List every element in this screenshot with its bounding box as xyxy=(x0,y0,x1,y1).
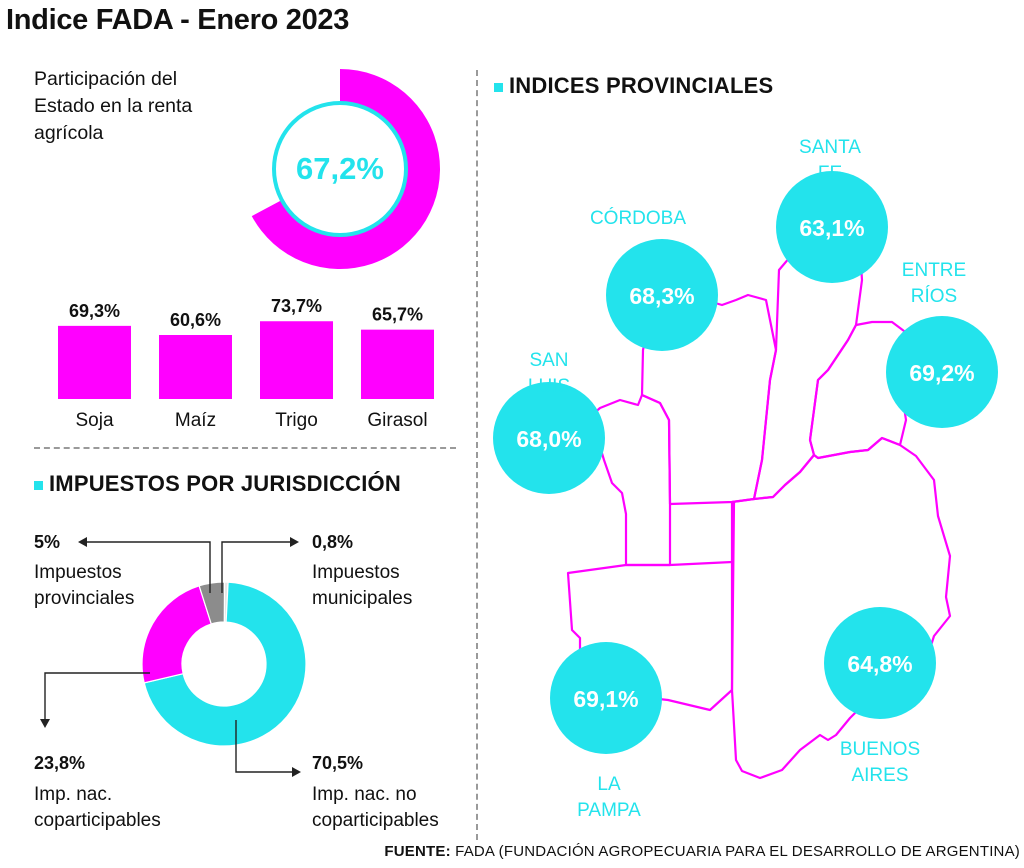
coparticipables-pct: 23,8% xyxy=(34,753,86,773)
share-inner-circle xyxy=(272,101,408,237)
la-pampa-border xyxy=(566,500,736,712)
tax-slices xyxy=(141,581,307,747)
province-circle xyxy=(886,316,998,428)
province-value: 68,0% xyxy=(516,426,581,452)
crop-bar xyxy=(260,321,333,399)
coparticipables-label: Imp. nac. coparticipables xyxy=(34,784,161,831)
province-circle xyxy=(550,642,662,754)
province-circle xyxy=(606,239,718,351)
leader-arrowheads xyxy=(40,537,301,777)
province-circles: 68,3% CÓRDOBA 63,1% SANTA FE 69,2% ENTRE RÍOS 68… xyxy=(493,137,998,821)
province-value: 68,3% xyxy=(629,283,694,309)
no-coparticipables-pct: 70,5% xyxy=(312,753,364,773)
crop-bar xyxy=(159,335,232,399)
leader-no-coparticipables xyxy=(235,720,296,773)
crop-bar-value: 65,7% xyxy=(372,305,423,325)
municipal-pct: 0,8% xyxy=(312,532,354,552)
horizontal-divider xyxy=(34,447,456,449)
crop-bar xyxy=(361,329,434,399)
bullet-square-icon xyxy=(34,480,43,490)
province-name: RÍOS xyxy=(911,286,957,307)
province-name: BUENOS xyxy=(840,739,920,760)
province-name: LA xyxy=(597,774,621,795)
san-luis-border xyxy=(590,393,672,567)
province-value: 69,1% xyxy=(573,686,638,712)
source-note: FUENTE: FADA (FUNDACIÓN AGROPECUARIA PAR… xyxy=(384,843,1020,860)
share-donut: 67,2% xyxy=(251,69,440,269)
crop-bar-category: Trigo xyxy=(275,410,318,431)
crop-bar-value: 60,6% xyxy=(170,310,221,330)
share-label: Participación del Estado en la renta agr… xyxy=(34,68,193,144)
province-name: LUIS xyxy=(528,376,570,397)
province-name: FE xyxy=(818,163,842,184)
provinces-map: 68,3% CÓRDOBA 63,1% SANTA FE 69,2% ENTRE RÍOS 68… xyxy=(493,137,998,821)
leader-lines xyxy=(44,541,296,773)
provincial-pct: 5% xyxy=(34,532,61,552)
no-coparticipables-label: Imp. nac. no coparticipables xyxy=(312,784,439,831)
leader-municipal xyxy=(221,541,295,593)
bullet-square-icon xyxy=(494,82,503,92)
leader-coparticipables xyxy=(44,672,150,723)
province-circle xyxy=(776,171,888,283)
province-value: 69,2% xyxy=(909,360,974,386)
province-name: CÓRDOBA xyxy=(590,207,686,229)
province-name: ENTRE xyxy=(902,260,966,281)
buenos-aires-border xyxy=(730,436,952,780)
crops-bar-chart: 69,3% Soja 60,6% Maíz 73,7% Trigo 65,7% Girasol xyxy=(58,296,434,431)
taxes-heading: IMPUESTOS POR JURISDICCIÓN xyxy=(34,471,401,497)
province-value: 63,1% xyxy=(799,215,864,241)
taxes-donut-chart xyxy=(40,537,307,777)
slice-provincial xyxy=(198,581,226,625)
crop-bar-category: Girasol xyxy=(367,410,427,431)
province-name: PAMPA xyxy=(577,800,641,821)
province-name: SANTA xyxy=(799,137,861,158)
provincial-label: Impuestos provinciales xyxy=(34,562,135,609)
crop-bar-value: 69,3% xyxy=(69,301,120,321)
slice-coparticipables xyxy=(141,585,213,684)
vertical-divider xyxy=(476,70,478,840)
crop-bar-category: Maíz xyxy=(175,410,216,431)
province-circle xyxy=(493,382,605,494)
slice-no-coparticipables xyxy=(143,581,307,747)
province-name: AIRES xyxy=(851,765,908,786)
province-circle xyxy=(824,607,936,719)
crop-bar xyxy=(58,325,131,399)
provinces-heading: INDICES PROVINCIALES xyxy=(494,73,773,99)
share-value: 67,2% xyxy=(296,151,384,186)
page-title: Indice FADA - Enero 2023 xyxy=(6,4,350,36)
leader-provincial xyxy=(82,541,211,593)
province-value: 64,8% xyxy=(847,651,912,677)
crop-bar-value: 73,7% xyxy=(271,296,322,316)
province-name: SAN xyxy=(529,350,568,371)
municipal-label: Impuestos municipales xyxy=(312,562,413,609)
crop-bar-category: Soja xyxy=(75,410,113,431)
